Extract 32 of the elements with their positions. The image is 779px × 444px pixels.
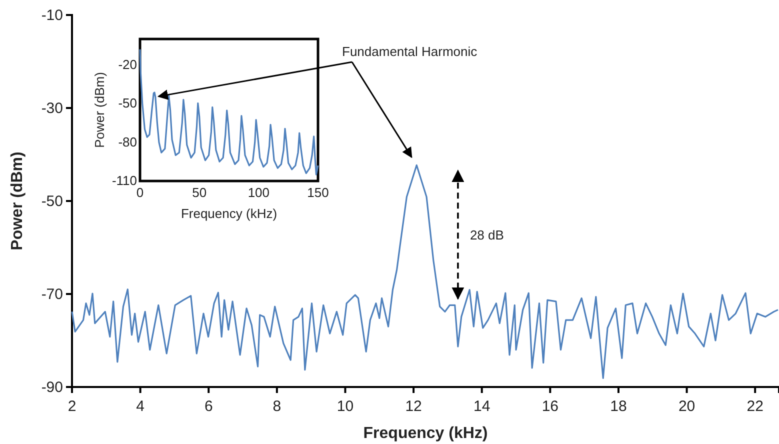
x-axis-title: Frequency (kHz) [363, 425, 488, 442]
y-axis-title: Power (dBm) [9, 152, 26, 250]
annotation: 28 dB [470, 228, 504, 243]
y-tick-label: -110 [112, 173, 137, 188]
y-tick-label: -10 [41, 6, 63, 24]
line-series [71, 164, 779, 379]
y-tick-label: -50 [118, 96, 137, 111]
x-tick-label: 100 [248, 185, 270, 200]
y-tick-label: -80 [118, 134, 137, 150]
x-tick-label: 0 [136, 185, 144, 200]
y-tick-label: -30 [41, 100, 63, 117]
x-tick-label: 14 [474, 398, 490, 415]
x-tick-label: 8 [272, 398, 282, 415]
x-tick-label: 6 [204, 398, 213, 415]
x-tick-label: 22 [746, 398, 764, 415]
x-tick-label: 18 [610, 398, 627, 415]
x-tick-label: 12 [405, 398, 422, 415]
line-series [139, 48, 319, 176]
x-tick-label: 16 [542, 398, 559, 415]
y-tick-label: -50 [41, 192, 63, 210]
y-tick-label: -70 [41, 286, 63, 303]
x-tick-label: 10 [336, 398, 354, 415]
x-tick-label: 4 [136, 398, 144, 415]
y-tick-label: -90 [41, 378, 63, 396]
annotation: Fundamental Harmonic [342, 44, 478, 59]
y-axis-title: Power (dBm) [92, 72, 107, 148]
x-tick-label: 20 [678, 398, 696, 415]
x-tick-label: 50 [192, 185, 207, 200]
x-tick-label: 2 [68, 398, 76, 415]
x-axis-title: Frequency (kHz) [180, 206, 278, 221]
x-tick-label: 150 [307, 185, 329, 200]
y-tick-label: -20 [118, 56, 137, 72]
